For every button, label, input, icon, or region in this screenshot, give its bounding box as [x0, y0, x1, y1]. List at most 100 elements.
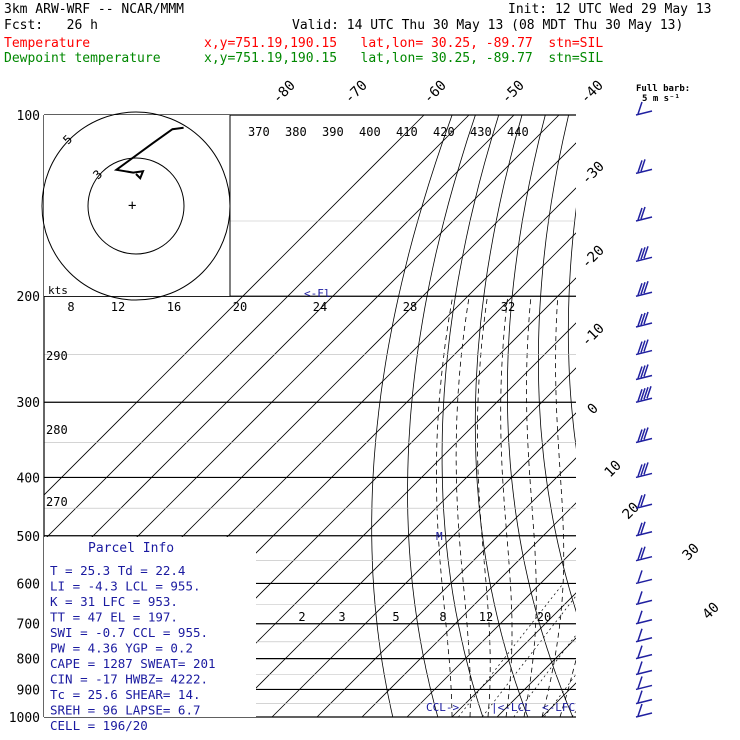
isotherm-line	[632, 115, 740, 717]
isotherm-label: 30	[680, 541, 703, 564]
isotherm-line	[226, 367, 576, 717]
theta-label: 400	[359, 125, 381, 139]
parcel-info-background	[44, 537, 256, 717]
dewpoint-profile	[586, 115, 740, 717]
wind-barb-flag	[637, 661, 643, 674]
pressure-tick-label: 500	[17, 530, 40, 545]
wind-barb-flag	[643, 280, 649, 294]
wind-barb-flag	[646, 385, 652, 399]
theta-label: 380	[285, 125, 307, 139]
isotherm-line	[541, 682, 576, 717]
mixing-ratio-label: 12	[479, 610, 493, 624]
dry-adiabat-line	[597, 88, 715, 730]
wind-barb	[635, 578, 653, 585]
wind-barb	[635, 698, 653, 705]
wind-barb-flag	[643, 462, 649, 475]
mixing-ratio-line	[544, 673, 576, 717]
wind-barb-flag	[637, 388, 643, 402]
wind-barb	[635, 684, 653, 691]
speed-axis-label: 16	[167, 300, 181, 314]
parcel-info-row: CIN = -17 HWBZ= 4222.	[50, 672, 208, 687]
wind-barb	[635, 216, 653, 222]
moist-adiabat-line	[632, 296, 740, 717]
parcel-info-row: K = 31 LFC = 953.	[50, 594, 178, 609]
dry-adiabat-line	[371, 115, 453, 717]
speed-axis-label: 28	[403, 300, 417, 314]
barb-unit: 5 m s⁻¹	[642, 94, 680, 104]
pressure-tick-label: 100	[17, 109, 40, 124]
theta-label: 420	[433, 125, 455, 139]
pressure-tick-label: 400	[17, 471, 40, 486]
wind-barb-flag	[640, 312, 646, 326]
forecast-hour: Fcst: 26 h	[4, 18, 98, 33]
dry-adiabat-line	[507, 115, 574, 717]
wind-barb-flag	[643, 311, 649, 325]
wind-barb-flag	[637, 282, 643, 296]
theta-label: 370	[248, 125, 270, 139]
isotherm-line	[181, 322, 576, 717]
pressure-tick-label: 700	[17, 618, 40, 633]
isotherm-line	[722, 115, 740, 717]
isotherm-label: 0	[585, 401, 602, 418]
pressure-tick-label: 600	[17, 577, 40, 592]
isotherm-line	[316, 457, 576, 717]
wind-barb-flag	[640, 281, 646, 295]
dry-adiabat-line	[407, 115, 476, 717]
dry-adiabat-line	[441, 115, 500, 717]
parcel-info-row: PW = 4.36 YGP = 0.2	[50, 641, 193, 656]
wind-barb-flag	[640, 546, 646, 559]
mixing-ratio-line	[608, 583, 704, 717]
wind-barb	[635, 168, 653, 175]
dry-adiabat-line	[538, 115, 576, 613]
valid-time: Valid: 14 UTC Thu 30 May 13 (08 MDT Thu …	[292, 18, 684, 33]
wind-barb	[635, 472, 653, 479]
lfc-marker: <-LFC	[542, 701, 575, 714]
parcel-info-row: CAPE = 1287 SWEAT= 201	[50, 656, 216, 671]
hodograph-unit: kts	[48, 284, 68, 297]
wind-barb-flag	[637, 610, 643, 623]
isotherm-label: -80	[270, 78, 299, 107]
moist-adiabat-line	[477, 296, 491, 717]
hodograph-center-marker: +	[128, 198, 136, 214]
wind-barb	[635, 653, 653, 660]
moist-adiabat-line	[559, 658, 576, 717]
wind-barb-flag	[637, 366, 643, 379]
wind-barb-flag	[637, 628, 643, 642]
wind-barb	[635, 637, 653, 643]
wind-barb-flag	[637, 690, 643, 703]
speed-axis-label: 32	[501, 300, 515, 314]
wind-barb-flag	[637, 207, 643, 221]
parcel-info-panel: Parcel Info T = 25.3 Td = 22.4LI = -4.3 L…	[44, 537, 256, 733]
dry-adiabat-line	[679, 88, 740, 730]
isotherm-line	[271, 412, 576, 717]
wind-barb	[635, 374, 653, 381]
wind-barb-flag	[637, 547, 643, 560]
wind-barb-flag	[637, 676, 643, 689]
hodograph-annotation: <-Fl	[304, 287, 331, 300]
wind-barb-flag	[643, 386, 649, 400]
theta-label: 430	[470, 125, 492, 139]
isotherm-line	[677, 115, 740, 717]
parcel-info-row: LI = -4.3 LCL = 955.	[50, 579, 201, 594]
temperature-location: x,y=751.19,190.15 lat,lon= 30.25, -89.77…	[204, 36, 604, 51]
parcel-info-row: T = 25.3 Td = 22.4	[50, 563, 185, 578]
wind-barb	[635, 110, 653, 116]
model-title: 3km ARW-WRF -- NCAR/MMM	[4, 2, 185, 17]
mixing-ratio-label: 3	[338, 610, 345, 624]
hodograph-ring	[87, 157, 185, 255]
dry-adiabat-line	[626, 88, 740, 730]
wind-barb	[635, 669, 653, 676]
barb-title: Full barb:	[636, 84, 691, 94]
wind-barb-flag	[637, 591, 643, 604]
lcl-marker: |<-LCL	[491, 701, 531, 714]
wind-barb-flag	[637, 570, 643, 583]
theta-label: 290	[46, 349, 68, 363]
wind-barb	[635, 322, 653, 328]
dry-adiabat-line	[653, 88, 740, 730]
wind-barb-flag	[640, 247, 646, 260]
isotherm-label: -30	[579, 159, 608, 188]
wind-barb	[635, 291, 653, 297]
wind-barb-flag	[637, 101, 643, 115]
theta-label: 270	[46, 495, 68, 509]
